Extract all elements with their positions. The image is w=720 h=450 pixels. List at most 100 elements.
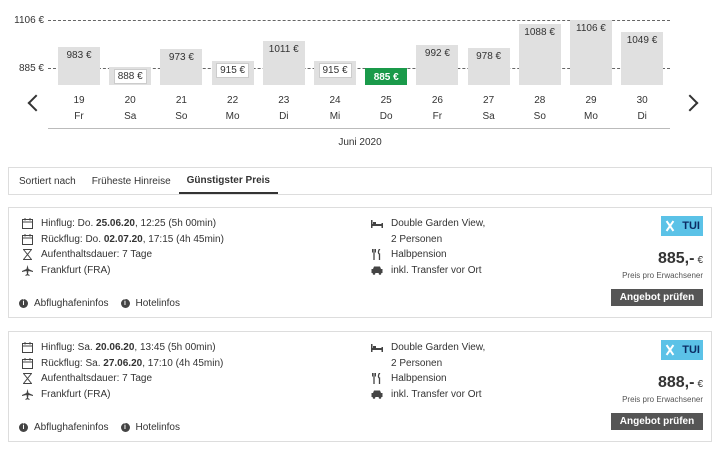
date-tick[interactable]: 19 Fr bbox=[59, 93, 99, 125]
x-axis-line bbox=[48, 128, 670, 129]
date-tick[interactable]: 21 So bbox=[161, 93, 201, 125]
hotel-info-link[interactable]: i Hotelinfos bbox=[120, 298, 180, 309]
outbound-row: Hinflug: Sa. 20.06.20, 13:45 (5h 00min) bbox=[21, 340, 351, 356]
calendar-icon bbox=[21, 233, 33, 245]
min-price-line bbox=[48, 68, 670, 69]
max-price-line bbox=[48, 20, 670, 21]
price-label: 888 € bbox=[113, 69, 147, 84]
car-icon bbox=[371, 388, 383, 400]
date-tick[interactable]: 22 Mo bbox=[213, 93, 253, 125]
price-box: TUI 885,- € Preis pro Erwachsener Angebot… bbox=[583, 216, 703, 306]
sort-bar: Sortiert nach Früheste Hinreise Günstigs… bbox=[8, 167, 712, 195]
date-tick[interactable]: 26 Fr bbox=[417, 93, 457, 125]
board-row: Halbpension bbox=[371, 247, 571, 263]
stay-row: Aufenthaltsdauer: 7 Tage bbox=[21, 371, 351, 387]
price-label: 1049 € bbox=[626, 35, 658, 47]
price-label: 885 € bbox=[369, 70, 403, 85]
price-label: 915 € bbox=[318, 63, 352, 79]
outbound-time: , 13:45 (5h 00min) bbox=[134, 342, 216, 353]
date-tick[interactable]: 25 Do bbox=[366, 93, 406, 125]
price-bar[interactable] bbox=[58, 46, 100, 85]
cutlery-icon bbox=[371, 249, 383, 261]
info-icon: i bbox=[19, 423, 28, 432]
board-type: Halbpension bbox=[391, 249, 447, 260]
weekday: Mi bbox=[329, 111, 341, 122]
return-time: , 17:15 (4h 45min) bbox=[142, 233, 224, 245]
weekday: Mo bbox=[225, 111, 240, 122]
outbound-label: Hinflug: Do. bbox=[41, 218, 94, 229]
date-tick[interactable]: 20 Sa bbox=[110, 93, 150, 125]
price-bar[interactable] bbox=[467, 47, 510, 85]
weekday: Sa bbox=[482, 111, 495, 122]
stay-duration: Aufenthaltsdauer: 7 Tage bbox=[41, 373, 153, 384]
airport-info-label: Abflughafeninfos bbox=[34, 298, 109, 309]
outbound-date: 25.06.20 bbox=[96, 218, 135, 229]
check-offer-button[interactable]: Angebot prüfen bbox=[611, 413, 703, 430]
outbound-label: Hinflug: Sa. bbox=[41, 342, 93, 353]
price-bar[interactable] bbox=[160, 48, 203, 85]
airplane-icon bbox=[21, 388, 33, 400]
return-row: Rückflug: Do. 02.07.20, 17:15 (4h 45min) bbox=[21, 232, 351, 248]
weekday: Fr bbox=[432, 111, 443, 122]
room-row: Double Garden View, bbox=[371, 340, 571, 356]
hotel-info-link[interactable]: i Hotelinfos bbox=[120, 422, 180, 433]
room-type: Double Garden View, bbox=[391, 218, 486, 229]
tui-logo-text: TUI bbox=[682, 220, 700, 232]
hotel-info-label: Hotelinfos bbox=[135, 298, 180, 309]
price-note: Preis pro Erwachsener bbox=[622, 395, 703, 404]
room-type: Double Garden View, bbox=[391, 342, 486, 353]
price-label: 1011 € bbox=[268, 43, 299, 55]
airport-info-link[interactable]: i Abflughafeninfos bbox=[19, 298, 109, 309]
price-label: 973 € bbox=[168, 51, 194, 63]
airport-row: Frankfurt (FRA) bbox=[21, 263, 351, 279]
price: 888,- € bbox=[583, 374, 703, 392]
airport-info-link[interactable]: i Abflughafeninfos bbox=[19, 422, 109, 433]
prev-dates-arrow-icon[interactable] bbox=[26, 94, 40, 114]
tui-logo-mark bbox=[665, 344, 675, 356]
date-tick[interactable]: 28 So bbox=[520, 93, 560, 125]
weekday: Fr bbox=[74, 111, 84, 122]
check-offer-button[interactable]: Angebot prüfen bbox=[611, 289, 703, 306]
day-number: 29 bbox=[585, 95, 597, 106]
price-value: 885,- bbox=[657, 250, 695, 267]
price-bar[interactable] bbox=[416, 44, 459, 85]
sort-option-cheapest[interactable]: Günstigster Preis bbox=[178, 168, 278, 194]
date-tick[interactable]: 24 Mi bbox=[315, 93, 355, 125]
date-tick[interactable]: 30 Di bbox=[622, 93, 662, 125]
return-row: Rückflug: Sa. 27.06.20, 17:10 (4h 45min) bbox=[21, 356, 351, 372]
date-tick[interactable]: 23 Di bbox=[264, 93, 304, 125]
price-note: Preis pro Erwachsener bbox=[622, 271, 703, 280]
weekday: Mo bbox=[584, 111, 598, 122]
y-tick-label: 885 € bbox=[18, 63, 44, 74]
day-number: 20 bbox=[124, 95, 136, 106]
price-label: 983 € bbox=[66, 49, 92, 61]
departure-airport: Frankfurt (FRA) bbox=[41, 264, 111, 276]
airplane-icon bbox=[21, 264, 33, 276]
calendar-icon bbox=[21, 218, 33, 230]
weekday: Di bbox=[279, 111, 289, 122]
info-icon: i bbox=[120, 423, 130, 432]
outbound-row: Hinflug: Do. 25.06.20, 12:25 (5h 00min) bbox=[21, 216, 351, 232]
price-bar[interactable] bbox=[518, 23, 561, 85]
transfer-info: inkl. Transfer vor Ort bbox=[391, 388, 482, 400]
price-bar[interactable] bbox=[621, 32, 664, 85]
date-tick[interactable]: 29 Mo bbox=[571, 93, 611, 125]
info-links: i Abflughafeninfos i Hotelinfos bbox=[19, 298, 180, 309]
price-bar[interactable] bbox=[570, 20, 612, 85]
day-number: 19 bbox=[73, 95, 85, 106]
outbound-date: 20.06.20 bbox=[95, 342, 135, 353]
y-tick-label: 1106 € bbox=[14, 15, 44, 26]
tui-logo-mark bbox=[665, 220, 675, 232]
price-bar[interactable] bbox=[262, 40, 305, 85]
outbound-time: , 12:25 (5h 00min) bbox=[134, 218, 217, 229]
offer-card: Hinflug: Sa. 20.06.20, 13:45 (5h 00min) … bbox=[8, 331, 712, 442]
weekday: Sa bbox=[124, 111, 137, 122]
next-dates-arrow-icon[interactable] bbox=[684, 94, 698, 114]
price-label: 1106 € bbox=[576, 23, 606, 34]
stay-row: Aufenthaltsdauer: 7 Tage bbox=[21, 247, 351, 263]
date-tick[interactable]: 27 Sa bbox=[469, 93, 509, 125]
transfer-row: inkl. Transfer vor Ort bbox=[371, 387, 571, 403]
return-time: , 17:10 (4h 45min) bbox=[142, 357, 224, 369]
sort-option-earliest[interactable]: Früheste Hinreise bbox=[91, 175, 171, 187]
offer-card: Hinflug: Do. 25.06.20, 12:25 (5h 00min) … bbox=[8, 207, 712, 318]
